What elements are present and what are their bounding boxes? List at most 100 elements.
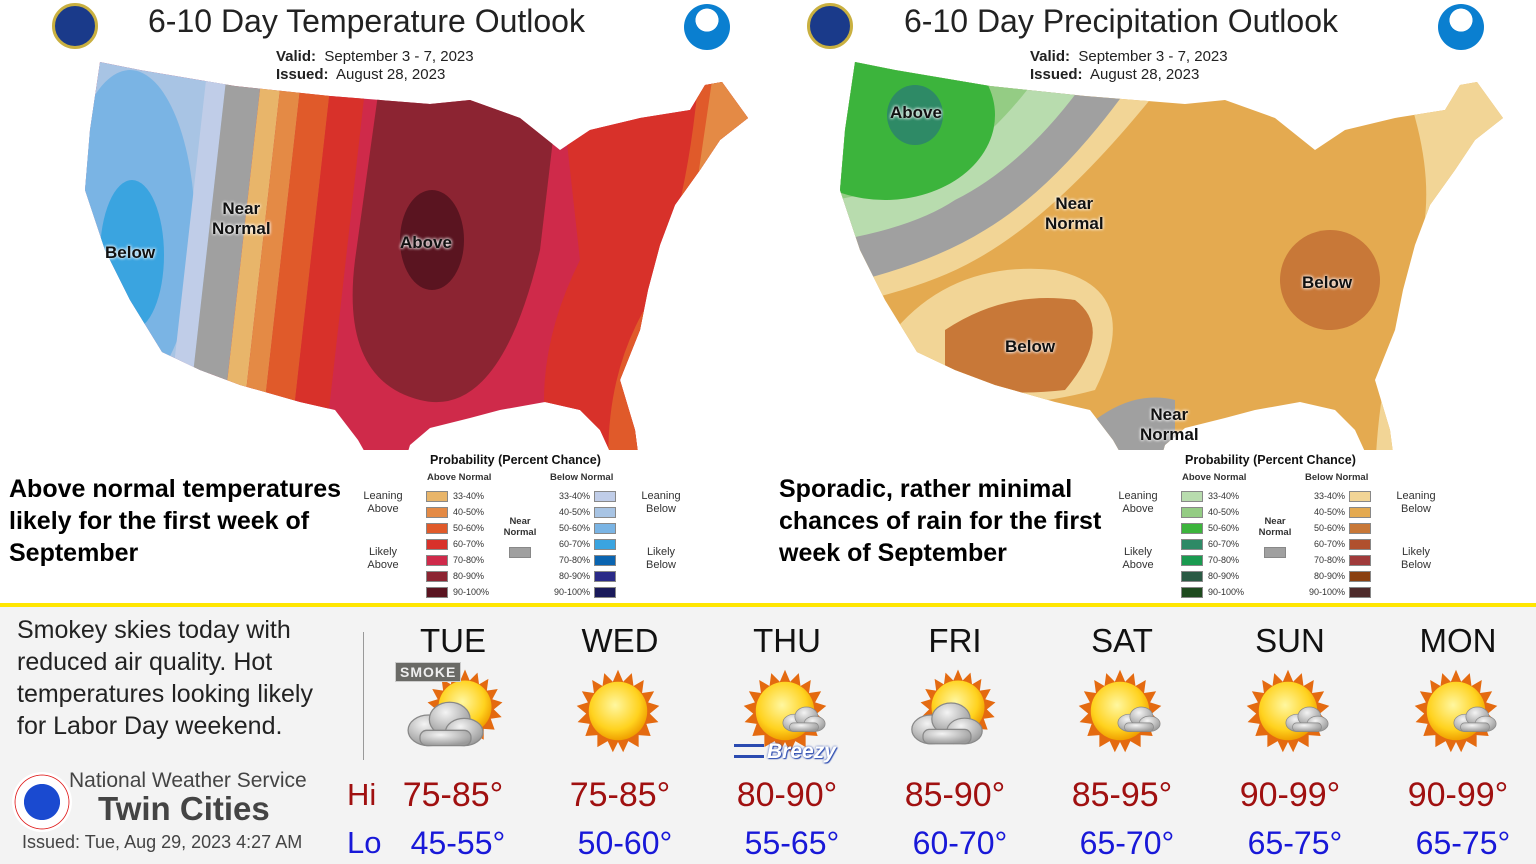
legend-range: 50-60% — [453, 523, 485, 533]
legend-below-header: Below Normal — [1305, 472, 1369, 483]
breezy-badge: Breezy — [767, 740, 836, 763]
map-label-near-normal: Near Normal — [1140, 405, 1199, 444]
nws-office-line: National Weather Service — [69, 769, 307, 792]
legend-title: Probability (Percent Chance) — [430, 453, 601, 467]
legend-range: 33-40% — [453, 491, 485, 501]
legend-range: 80-90% — [453, 571, 485, 581]
low-temp: 60-70° — [912, 825, 1008, 861]
high-temp: 90-99° — [1239, 776, 1341, 814]
day-name: THU — [753, 622, 821, 659]
legend-swatch-above — [1181, 523, 1203, 534]
precipitation-legend: Probability (Percent Chance) Above Norma… — [1115, 450, 1445, 600]
legend-range: 90-100% — [453, 587, 490, 597]
legend-swatch-above — [1181, 491, 1203, 502]
legend-swatch-above — [426, 539, 448, 550]
legend-title: Probability (Percent Chance) — [1185, 453, 1356, 467]
legend-swatch-below — [1349, 523, 1371, 534]
map-label-below: Below — [105, 243, 156, 262]
legend-swatch-above — [426, 571, 448, 582]
legend-swatch-below — [1349, 587, 1371, 598]
legend-range: 60-70% — [558, 539, 590, 549]
day-name: SUN — [1255, 622, 1325, 659]
high-temp: 85-90° — [904, 776, 1006, 814]
legend-swatch-below — [1349, 555, 1371, 566]
legend-range: 70-80% — [558, 555, 590, 565]
forecast-summary: Smokey skies today with reduced air qual… — [17, 616, 313, 740]
legend-range: 40-50% — [1208, 507, 1240, 517]
legend-range: 70-80% — [1313, 555, 1345, 565]
legend-range: 80-90% — [558, 571, 590, 581]
doc-seal-logo — [52, 3, 98, 49]
legend-swatch-below — [594, 555, 616, 566]
legend-swatch-near-normal — [1264, 547, 1286, 558]
wind-lines-icon — [734, 744, 764, 758]
legend-range: 70-80% — [1208, 555, 1240, 565]
legend-range: 60-70% — [1208, 539, 1240, 549]
legend-swatch-below — [594, 507, 616, 518]
legend-swatch-above — [426, 491, 448, 502]
legend-swatch-above — [426, 507, 448, 518]
legend-likely-above: Likely Above — [1122, 546, 1154, 571]
legend-range: 33-40% — [1208, 491, 1240, 501]
forecast-issued: Issued: Tue, Aug 29, 2023 4:27 AM — [22, 832, 303, 852]
legend-range: 90-100% — [1308, 587, 1345, 597]
low-temp: 50-60° — [577, 825, 673, 861]
noaa-logo — [1438, 4, 1484, 50]
legend-range: 33-40% — [558, 491, 590, 501]
legend-range: 50-60% — [558, 523, 590, 533]
map-label-below: Below — [1005, 337, 1056, 356]
divider-line — [0, 603, 1536, 607]
legend-above-header: Above Normal — [427, 472, 492, 483]
legend-below-header: Below Normal — [550, 472, 614, 483]
legend-swatch-above — [1181, 587, 1203, 598]
legend-swatch-below — [594, 491, 616, 502]
legend-swatch-near-normal — [509, 547, 531, 558]
map-label-near-normal: Near Normal — [1045, 194, 1104, 233]
legend-range: 50-60% — [1313, 523, 1345, 533]
legend-range: 40-50% — [453, 507, 485, 517]
legend-swatch-above — [1181, 539, 1203, 550]
precipitation-valid-dates: Valid: September 3 - 7, 2023 Issued: Augu… — [1030, 48, 1228, 83]
map-label-below: Below — [1302, 273, 1353, 292]
precipitation-caption: Sporadic, rather minimal chances of rain… — [779, 475, 1102, 567]
high-temp: 90-99° — [1407, 776, 1509, 814]
day-name: WED — [581, 622, 659, 659]
legend-swatch-below — [594, 587, 616, 598]
temperature-valid-dates: Valid: September 3 - 7, 2023 Issued: Augu… — [276, 48, 474, 83]
smoke-badge: SMOKE — [395, 662, 462, 682]
legend-swatch-above — [426, 587, 448, 598]
temperature-legend: Probability (Percent Chance) Above Norma… — [360, 450, 690, 600]
lo-label: Lo — [347, 825, 382, 860]
legend-swatch-above — [1181, 571, 1203, 582]
legend-swatch-above — [1181, 507, 1203, 518]
legend-near-normal: Near Normal — [1258, 516, 1292, 538]
temperature-title: 6-10 Day Temperature Outlook — [148, 3, 585, 39]
noaa-logo — [684, 4, 730, 50]
low-temp: 65-75° — [1415, 825, 1511, 861]
low-temp: 45-55° — [410, 825, 506, 861]
legend-swatch-above — [426, 555, 448, 566]
legend-range: 40-50% — [558, 507, 590, 517]
legend-range: 33-40% — [1313, 491, 1345, 501]
high-temp: 75-85° — [569, 776, 671, 814]
nws-logo — [12, 772, 72, 832]
map-label-above: Above — [400, 233, 452, 252]
legend-leaning-above: Leaning Above — [363, 490, 403, 515]
legend-near-normal: Near Normal — [503, 516, 537, 538]
precipitation-title: 6-10 Day Precipitation Outlook — [904, 3, 1338, 39]
legend-swatch-below — [1349, 571, 1371, 582]
low-temp: 55-65° — [744, 825, 840, 861]
day-name: FRI — [928, 622, 982, 659]
legend-range: 80-90% — [1208, 571, 1240, 581]
day-name: SAT — [1091, 622, 1153, 659]
legend-swatch-below — [1349, 507, 1371, 518]
legend-likely-above: Likely Above — [367, 546, 399, 571]
temperature-map — [85, 62, 748, 478]
high-temp: 85-95° — [1071, 776, 1173, 814]
legend-swatch-below — [594, 571, 616, 582]
legend-range: 90-100% — [553, 587, 590, 597]
legend-swatch-above — [1181, 555, 1203, 566]
legend-likely-below: Likely Below — [1401, 546, 1431, 571]
legend-swatch-above — [426, 523, 448, 534]
legend-above-header: Above Normal — [1182, 472, 1247, 483]
